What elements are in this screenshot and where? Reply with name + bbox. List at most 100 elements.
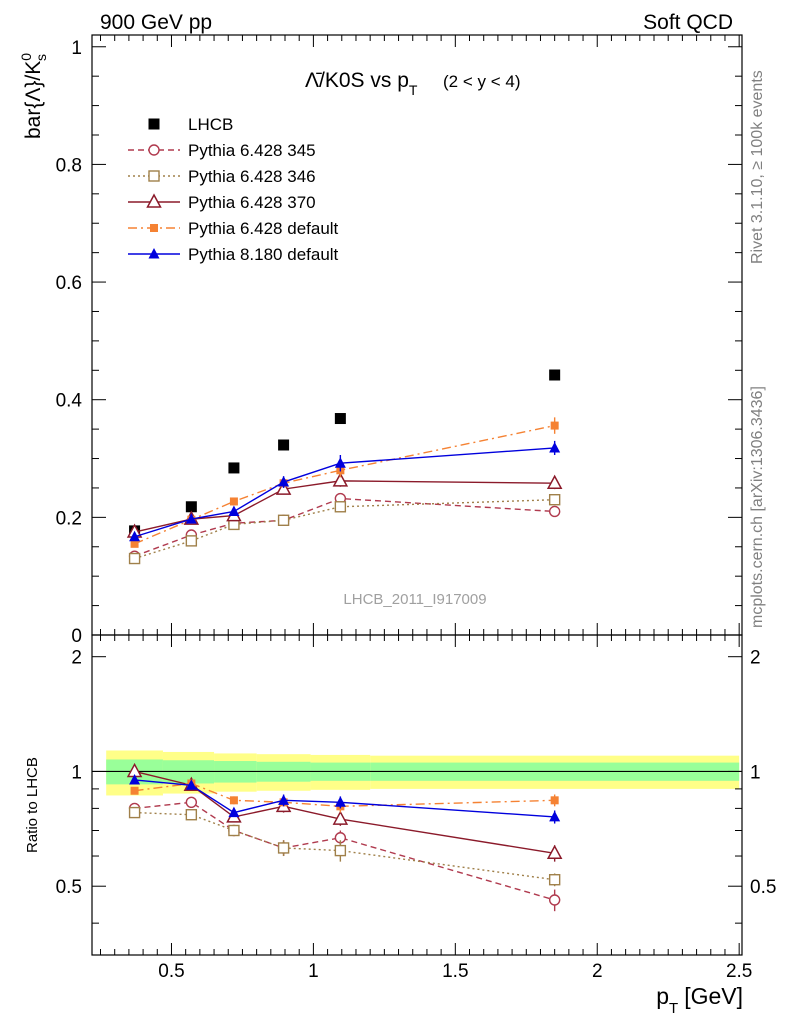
ratio-y-tick-label: 1	[71, 762, 82, 783]
x-tick-label: 2	[592, 961, 603, 982]
legend-item-lhcb: LHCB	[148, 115, 233, 134]
data-point	[548, 894, 561, 906]
data-point	[185, 535, 198, 547]
plot-frames: 0.5 1 1.5 2 2.5 0 0.2 0.4 0.6 0.8 1 0.5 0.5 1 1 2 2	[56, 34, 776, 982]
data-point	[146, 193, 162, 208]
data-point	[548, 505, 561, 518]
data-point	[128, 806, 141, 819]
legend-item-p6def: Pythia 6.428 default	[128, 219, 339, 238]
data-point	[185, 809, 198, 821]
main-panel-series	[126, 369, 563, 565]
data-point	[549, 369, 561, 381]
series-line	[134, 424, 555, 545]
data-point	[334, 501, 347, 513]
data-point	[548, 494, 561, 506]
data-point	[229, 796, 238, 805]
main-y-tick-label: 0.2	[56, 508, 82, 529]
data-point	[229, 497, 238, 506]
legend-label: Pythia 6.428 345	[188, 141, 316, 160]
data-point	[332, 810, 349, 825]
data-point	[185, 779, 197, 790]
data-point	[548, 874, 561, 886]
series-line	[134, 770, 555, 854]
header-right: Soft QCD	[643, 11, 733, 34]
series-line	[134, 782, 555, 808]
main-y-tick-label: 0.4	[56, 391, 83, 412]
series-line	[134, 497, 555, 557]
data-point	[277, 514, 290, 526]
ratio-y-tick-label: 0.5	[56, 877, 82, 898]
data-point	[332, 472, 349, 487]
legend-label: Pythia 8.180 default	[188, 245, 339, 264]
legend-label: Pythia 6.428 346	[188, 167, 316, 186]
ratio-y-tick-label-right: 1	[750, 762, 761, 783]
data-point	[334, 413, 346, 425]
series-line	[134, 447, 555, 538]
ratio-y-tick-label: 2	[71, 648, 82, 669]
data-point	[148, 144, 160, 156]
series-line	[134, 499, 555, 560]
data-point	[278, 476, 290, 487]
data-point	[185, 796, 198, 808]
header-left: 900 GeV pp	[100, 11, 212, 34]
x-axis-label: pT [GeV]	[656, 983, 743, 1017]
main-title-text: Λ̄/K0S vs p	[305, 69, 409, 92]
data-point	[334, 844, 347, 857]
series-p8def	[129, 440, 561, 542]
data-point	[228, 824, 240, 837]
series-line	[134, 801, 555, 901]
legend-label: Pythia 6.428 370	[188, 193, 316, 212]
legend: LHCB Pythia 6.428 345 Pythia 6.428 346 Pyth…	[128, 115, 339, 264]
rivet-label: Rivet 3.1.10, ≥ 100k events	[749, 70, 766, 264]
ratio-frame	[91, 634, 743, 956]
main-y-tick-label: 0.6	[56, 273, 82, 294]
x-tick-label: 1.5	[442, 961, 468, 982]
data-point	[550, 796, 559, 805]
series-p346	[128, 806, 561, 887]
data-point	[130, 786, 139, 795]
main-y-axis-label: bar{Λ}/K0s	[18, 53, 49, 139]
x-tick-label: 1	[308, 961, 319, 982]
data-point	[129, 773, 141, 785]
main-y-tick-label: 0	[71, 626, 82, 647]
main-y-tick-label: 0.8	[56, 155, 82, 176]
analysis-watermark: LHCB_2011_I917009	[343, 591, 486, 608]
main-title-sub: T	[409, 82, 418, 98]
data-point	[228, 505, 240, 516]
data-point	[148, 118, 160, 130]
ratio-y-tick-label-right: 2	[750, 648, 761, 669]
data-point	[185, 513, 197, 524]
main-title: Λ̄/K0S vs pT (2 < y < 4)	[305, 69, 520, 98]
main-title-range: (2 < y < 4)	[443, 72, 520, 91]
mcplots-label: mcplots.cern.ch [arXiv:1306.3436]	[749, 386, 766, 628]
data-point	[334, 457, 346, 468]
data-point	[185, 501, 197, 513]
data-point	[150, 224, 158, 232]
legend-item-p8def: Pythia 8.180 default	[128, 245, 339, 264]
data-point	[128, 552, 141, 565]
series-p8def	[129, 773, 561, 824]
ratio-y-tick-label-right: 0.5	[750, 877, 776, 898]
data-point	[228, 806, 240, 818]
legend-item-p370: Pythia 6.428 370	[128, 193, 316, 212]
data-point	[277, 842, 290, 854]
svg-text:Λ̄/K0S vs pT: Λ̄/K0S vs pT	[305, 69, 418, 98]
legend-item-p345: Pythia 6.428 345	[128, 141, 316, 160]
data-point	[549, 810, 561, 822]
data-point	[278, 794, 290, 805]
data-point	[148, 248, 160, 259]
data-point	[129, 530, 141, 542]
series-line	[134, 779, 555, 818]
x-tick-label: 0.5	[158, 961, 184, 982]
data-point	[130, 539, 139, 548]
data-point	[546, 844, 563, 860]
main-y-tick-label: 1	[71, 38, 82, 59]
data-point	[275, 480, 292, 495]
data-point	[278, 439, 290, 451]
ratio-y-axis-label: Ratio to LHCB	[24, 757, 41, 853]
ratio-panel-series	[126, 762, 563, 912]
data-point	[546, 474, 563, 489]
data-point	[148, 170, 160, 182]
legend-item-p346: Pythia 6.428 346	[128, 167, 316, 186]
